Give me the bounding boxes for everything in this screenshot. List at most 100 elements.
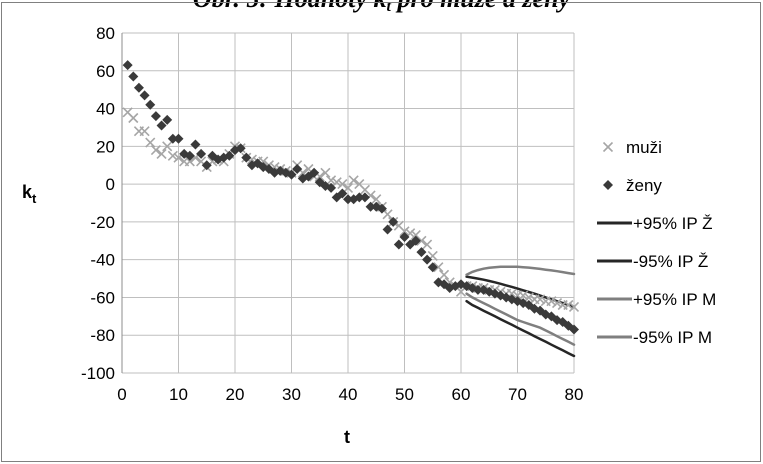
marker-stroke — [393, 220, 404, 231]
marker-stroke — [196, 156, 207, 167]
x-tick-label: 0 — [117, 385, 126, 404]
point-muzi — [382, 209, 393, 220]
ci-line — [465, 275, 576, 309]
point-zeny — [184, 150, 195, 161]
marker-stroke — [342, 182, 354, 193]
y-tick-label: -80 — [90, 326, 115, 345]
point-zeny — [292, 164, 303, 174]
marker-stroke — [139, 126, 150, 137]
point-muzi — [320, 167, 331, 178]
marker-stroke — [150, 145, 161, 156]
point-zeny — [145, 99, 156, 110]
point-zeny — [150, 111, 161, 122]
point-zeny — [376, 203, 387, 214]
marker-stroke — [422, 239, 433, 250]
point-zeny — [410, 235, 421, 246]
x-axis-label: t — [344, 427, 350, 447]
caption-suffix: pro muže a ženy — [391, 0, 570, 13]
marker-stroke — [568, 301, 580, 312]
x-tick-label: 50 — [395, 385, 414, 404]
point-zeny — [343, 194, 353, 205]
y-tick-label: -60 — [90, 288, 115, 307]
point-muzi — [399, 226, 410, 237]
y-tick-label: 0 — [106, 175, 115, 194]
legend-label: -95% IP M — [633, 328, 712, 347]
point-zeny — [365, 201, 376, 212]
marker-stroke — [433, 262, 444, 273]
marker-stroke — [156, 148, 167, 159]
x-tick-label: 20 — [226, 385, 245, 404]
point-zeny — [472, 284, 483, 295]
marker-stroke — [246, 154, 258, 165]
gridlines — [121, 32, 575, 374]
point-muzi — [563, 299, 574, 311]
y-axis-label-main: k — [22, 182, 33, 202]
point-muzi — [438, 269, 450, 280]
y-axis-label: kt — [22, 182, 37, 206]
marker-stroke — [359, 184, 371, 195]
point-muzi — [325, 175, 337, 186]
point-zeny — [224, 150, 235, 161]
marker-stroke — [410, 230, 421, 241]
point-muzi — [568, 301, 580, 312]
ci-line — [465, 292, 576, 346]
marker-stroke — [546, 296, 557, 307]
caption-subscript: t — [386, 0, 391, 15]
point-zeny — [326, 182, 337, 193]
x-tick-label: 30 — [282, 385, 301, 404]
point-muzi — [162, 141, 173, 152]
legend-label: -95% IP Ž — [633, 252, 708, 271]
data-points — [122, 60, 580, 335]
caption-text: Obr. 5: Hodnoty k — [193, 0, 387, 13]
marker-stroke — [303, 163, 314, 175]
y-tick-label: 20 — [96, 137, 115, 156]
x-tick-label: 60 — [452, 385, 471, 404]
point-zeny — [286, 169, 297, 180]
marker-stroke — [535, 294, 546, 305]
point-zeny — [162, 114, 173, 125]
point-muzi — [139, 126, 150, 137]
point-muzi — [150, 145, 161, 156]
point-zeny — [393, 239, 404, 250]
x-tick-labels: 0 10 20 30 40 50 60 70 80 — [117, 385, 583, 404]
point-zeny — [359, 192, 370, 203]
legend-label: muži — [626, 138, 662, 157]
x-tick-label: 40 — [339, 385, 358, 404]
figure-caption: Obr. 5: Hodnoty kt pro muže a ženy — [0, 0, 763, 16]
marker-stroke — [518, 290, 529, 301]
y-tick-labels: 80 60 40 20 0 -20 -40 -60 -80 -100 — [81, 24, 115, 383]
point-zeny — [139, 90, 150, 101]
marker-stroke — [297, 167, 308, 178]
point-zeny — [196, 148, 207, 159]
point-muzi — [348, 175, 359, 186]
y-tick-label: -40 — [90, 251, 115, 270]
marker-stroke — [145, 137, 156, 148]
marker-stroke — [325, 175, 337, 186]
point-zeny — [388, 216, 399, 227]
x-tick-label: 10 — [169, 385, 188, 404]
point-zeny — [201, 160, 212, 171]
marker-stroke — [167, 150, 178, 161]
legend-label: +95% IP Ž — [633, 214, 713, 233]
x-tick-label: 80 — [565, 385, 584, 404]
legend-marker-muzi — [602, 141, 614, 153]
marker-stroke — [563, 299, 574, 311]
marker-stroke — [438, 269, 450, 280]
point-muzi — [156, 148, 167, 159]
y-tick-label: 40 — [96, 100, 115, 119]
marker-stroke — [382, 209, 393, 220]
point-zeny — [173, 133, 184, 144]
point-zeny — [427, 262, 438, 273]
point-zeny — [569, 324, 579, 335]
marker-stroke — [602, 141, 614, 153]
y-tick-label: -20 — [90, 213, 115, 232]
point-zeny — [241, 152, 252, 163]
point-muzi — [371, 194, 382, 205]
marker-stroke — [354, 179, 365, 190]
legend-label: ženy — [626, 176, 662, 195]
marker-stroke — [416, 235, 427, 246]
point-muzi — [128, 112, 139, 124]
point-zeny — [167, 133, 178, 144]
